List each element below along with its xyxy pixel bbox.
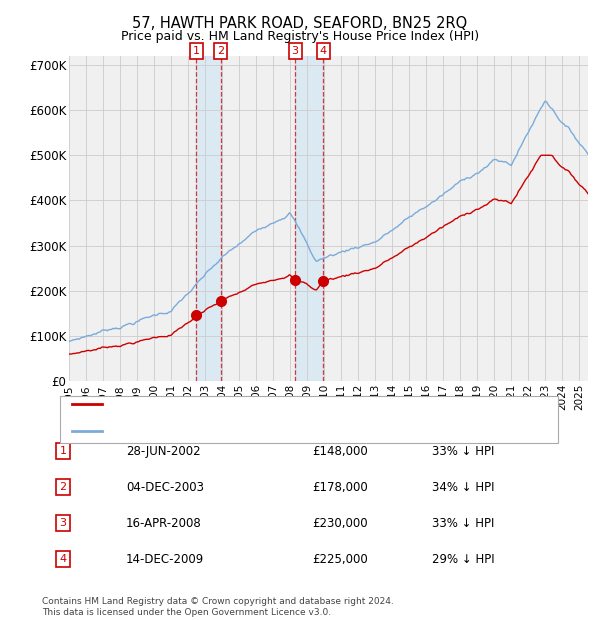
Text: £148,000: £148,000	[312, 445, 368, 458]
Text: Contains HM Land Registry data © Crown copyright and database right 2024.
This d: Contains HM Land Registry data © Crown c…	[42, 598, 394, 617]
Text: 04-DEC-2003: 04-DEC-2003	[126, 481, 204, 494]
Text: 1: 1	[193, 46, 200, 56]
Text: 33% ↓ HPI: 33% ↓ HPI	[432, 517, 494, 529]
Text: 28-JUN-2002: 28-JUN-2002	[126, 445, 200, 458]
Text: £230,000: £230,000	[312, 517, 368, 529]
Text: £225,000: £225,000	[312, 553, 368, 565]
Text: 2: 2	[217, 46, 224, 56]
Text: £178,000: £178,000	[312, 481, 368, 494]
Text: Price paid vs. HM Land Registry's House Price Index (HPI): Price paid vs. HM Land Registry's House …	[121, 30, 479, 43]
Text: 29% ↓ HPI: 29% ↓ HPI	[432, 553, 494, 565]
Text: 33% ↓ HPI: 33% ↓ HPI	[432, 445, 494, 458]
Text: 16-APR-2008: 16-APR-2008	[126, 517, 202, 529]
Text: 57, HAWTH PARK ROAD, SEAFORD, BN25 2RQ: 57, HAWTH PARK ROAD, SEAFORD, BN25 2RQ	[133, 16, 467, 31]
Text: 4: 4	[59, 554, 67, 564]
Text: HPI: Average price, detached house, Lewes: HPI: Average price, detached house, Lewe…	[108, 425, 349, 436]
Text: 1: 1	[59, 446, 67, 456]
Text: 34% ↓ HPI: 34% ↓ HPI	[432, 481, 494, 494]
Bar	[196, 56, 221, 381]
Bar	[295, 56, 323, 381]
Text: 57, HAWTH PARK ROAD, SEAFORD, BN25 2RQ (detached house): 57, HAWTH PARK ROAD, SEAFORD, BN25 2RQ (…	[108, 399, 465, 409]
Text: 3: 3	[59, 518, 67, 528]
Text: 4: 4	[320, 46, 327, 56]
Text: 14-DEC-2009: 14-DEC-2009	[126, 553, 204, 565]
Text: 2: 2	[59, 482, 67, 492]
Text: 3: 3	[292, 46, 299, 56]
